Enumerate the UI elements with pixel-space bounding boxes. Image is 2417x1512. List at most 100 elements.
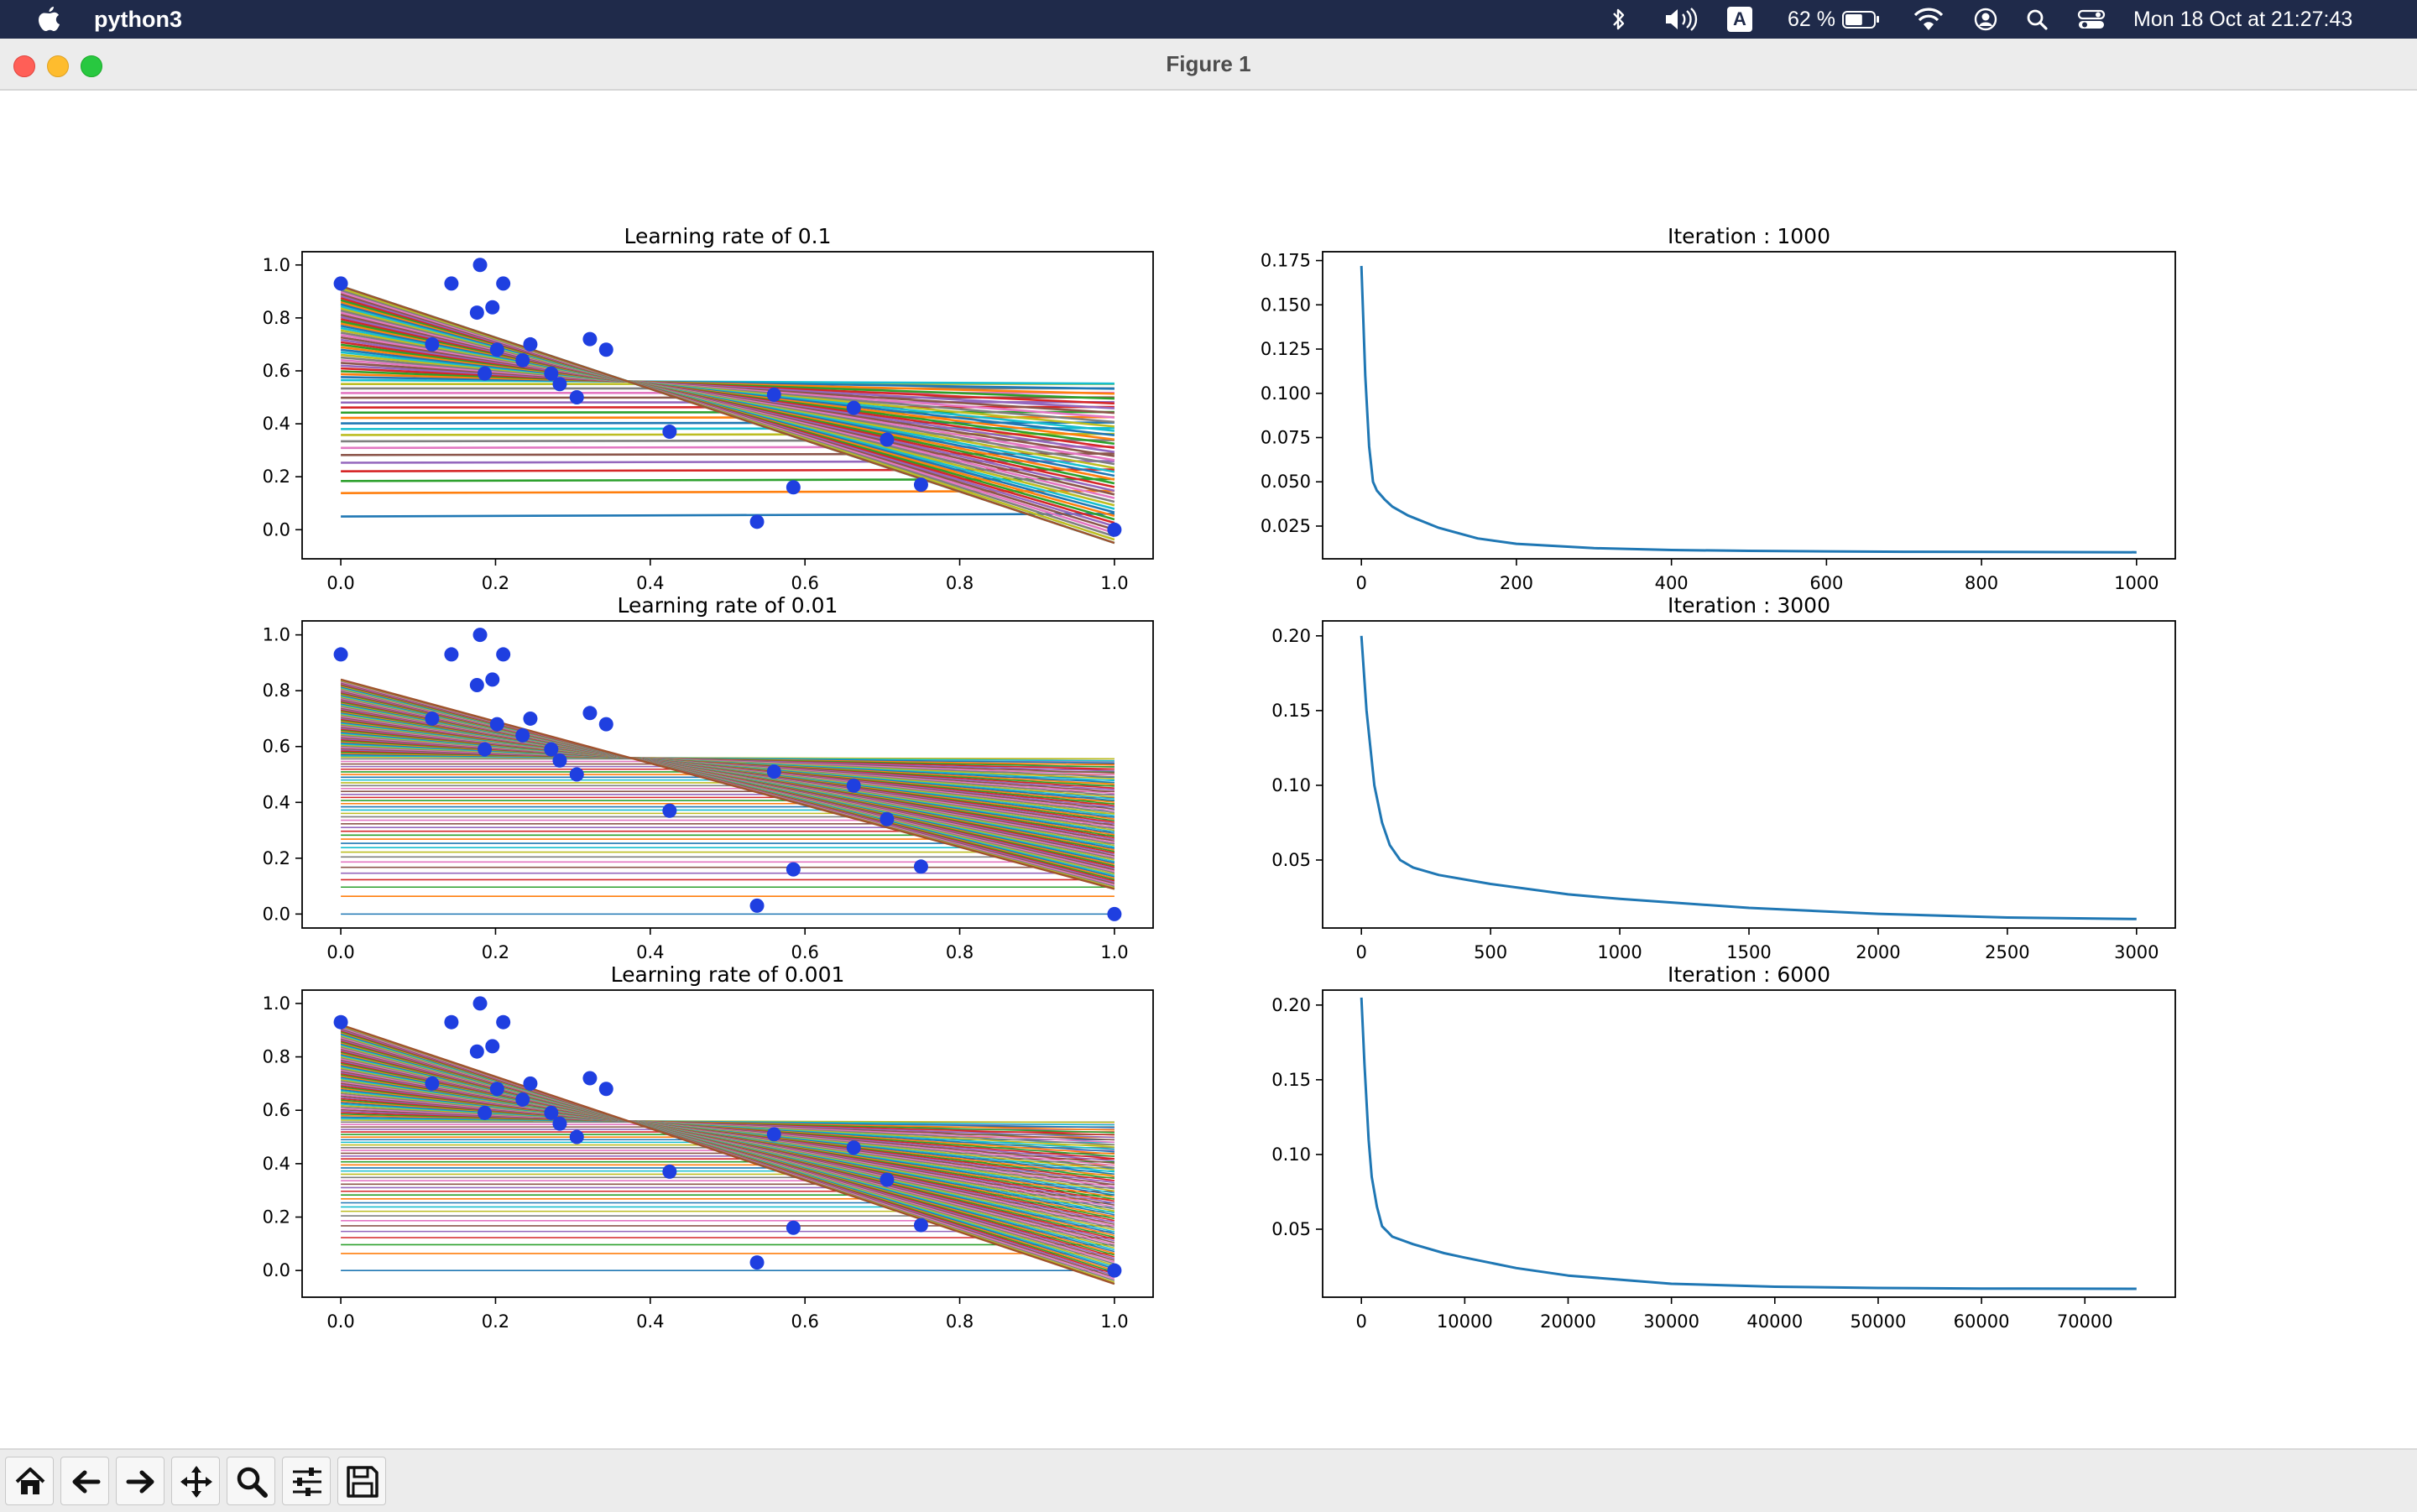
data-point xyxy=(767,1127,781,1141)
y-tick-label: 1.0 xyxy=(263,993,290,1014)
home-button[interactable] xyxy=(5,1457,54,1505)
data-point xyxy=(515,1092,530,1107)
x-tick-label: 1.0 xyxy=(1100,1311,1128,1332)
data-point xyxy=(750,1255,765,1270)
apple-icon[interactable] xyxy=(37,5,62,34)
figure-canvas[interactable]: 0.0 0.2 0.4 0.6 0.8 1.0 0.0 0.2 0.4 0.6 0.8 1.0 Lear… xyxy=(0,91,2417,1448)
y-tick-label: 0.0 xyxy=(263,1260,290,1280)
app-menu-name[interactable]: python3 xyxy=(94,5,182,34)
data-point xyxy=(914,477,928,492)
data-point xyxy=(750,514,765,529)
battery-icon[interactable] xyxy=(1841,5,1880,34)
wifi-icon[interactable] xyxy=(1912,5,1945,34)
forward-arrow-icon xyxy=(124,1465,158,1499)
data-point xyxy=(444,276,458,290)
x-tick-label: 70000 xyxy=(2057,1311,2113,1332)
y-tick-label: 0.4 xyxy=(263,1154,290,1174)
x-tick-label: 30000 xyxy=(1643,1311,1699,1332)
data-point xyxy=(914,859,928,873)
control-center-icon[interactable] xyxy=(2076,5,2106,34)
zoom-button[interactable] xyxy=(227,1457,275,1505)
data-point xyxy=(515,728,530,743)
data-point xyxy=(473,996,488,1010)
data-point xyxy=(473,628,488,642)
forward-button[interactable] xyxy=(116,1457,164,1505)
axes-frame xyxy=(1323,621,2175,928)
x-tick-label: 0.2 xyxy=(482,942,509,962)
y-tick-label: 0.10 xyxy=(1271,1144,1311,1165)
user-icon[interactable] xyxy=(1972,5,1999,34)
data-point xyxy=(478,1106,492,1120)
data-point xyxy=(425,337,439,352)
data-point xyxy=(485,300,499,315)
plot-area xyxy=(1361,266,2137,552)
data-point xyxy=(552,1117,566,1131)
zoom-magnifier-icon xyxy=(235,1465,269,1499)
volume-icon[interactable] xyxy=(1663,5,1699,34)
data-point xyxy=(750,899,765,913)
data-point xyxy=(662,1165,676,1179)
data-point xyxy=(1107,523,1121,537)
window-title-bar[interactable]: Figure 1 xyxy=(0,39,2417,91)
clock-datetime[interactable]: Mon 18 Oct at 21:27:43 xyxy=(2133,5,2352,34)
x-tick-label: 0.6 xyxy=(791,1311,818,1332)
plot-area xyxy=(1361,636,2137,920)
subplot-title: Learning rate of 0.1 xyxy=(624,224,831,248)
data-point xyxy=(570,768,584,782)
data-point xyxy=(334,276,348,290)
y-tick-label: 0.8 xyxy=(263,308,290,328)
axes-frame xyxy=(1323,252,2175,559)
x-tick-label: 0 xyxy=(1355,942,1366,962)
x-tick-label: 0.0 xyxy=(326,1311,354,1332)
plot-area xyxy=(334,628,1122,921)
data-point xyxy=(473,258,488,272)
y-tick-label: 0.175 xyxy=(1261,251,1311,271)
data-point xyxy=(496,276,510,290)
x-tick-label: 0.4 xyxy=(636,1311,664,1332)
y-tick-label: 0.6 xyxy=(263,361,290,381)
subplot-title: Learning rate of 0.001 xyxy=(611,962,845,987)
navigation-toolbar xyxy=(0,1448,2417,1512)
data-point xyxy=(490,1082,504,1096)
data-point xyxy=(425,712,439,726)
y-tick-label: 0.2 xyxy=(263,848,290,868)
bluetooth-icon[interactable] xyxy=(1610,5,1628,34)
x-tick-label: 1.0 xyxy=(1100,942,1128,962)
y-tick-label: 0.15 xyxy=(1271,701,1311,721)
x-tick-label: 0.2 xyxy=(482,573,509,593)
data-point xyxy=(914,1218,928,1233)
data-point xyxy=(582,1071,597,1086)
back-button[interactable] xyxy=(60,1457,109,1505)
x-tick-label: 2000 xyxy=(1856,942,1900,962)
data-point xyxy=(485,1039,499,1053)
data-point xyxy=(599,717,613,732)
subplot-title: Iteration : 3000 xyxy=(1668,593,1830,618)
x-tick-label: 1.0 xyxy=(1100,573,1128,593)
input-source-icon[interactable]: A xyxy=(1727,5,1752,34)
pan-button[interactable] xyxy=(171,1457,220,1505)
x-tick-label: 800 xyxy=(1965,573,1998,593)
spotlight-search-icon[interactable] xyxy=(2024,5,2051,34)
subplot-title: Iteration : 1000 xyxy=(1668,224,1830,248)
x-tick-label: 0.4 xyxy=(636,573,664,593)
x-tick-label: 0.8 xyxy=(946,573,974,593)
data-point xyxy=(496,647,510,661)
data-point xyxy=(1107,1264,1121,1278)
final-fit-line xyxy=(341,286,1115,543)
data-point xyxy=(444,1015,458,1030)
data-point xyxy=(767,764,781,779)
regression-line xyxy=(341,514,1115,516)
x-tick-label: 1000 xyxy=(1597,942,1642,962)
y-tick-label: 0.20 xyxy=(1271,626,1311,646)
configure-subplots-icon xyxy=(290,1465,324,1499)
y-tick-label: 0.0 xyxy=(263,519,290,540)
data-point xyxy=(767,388,781,402)
x-tick-label: 10000 xyxy=(1437,1311,1493,1332)
x-tick-label: 400 xyxy=(1655,573,1689,593)
y-tick-label: 0.6 xyxy=(263,1100,290,1120)
save-figure-button[interactable] xyxy=(337,1457,386,1505)
data-point xyxy=(786,863,801,877)
configure-subplots-button[interactable] xyxy=(282,1457,331,1505)
